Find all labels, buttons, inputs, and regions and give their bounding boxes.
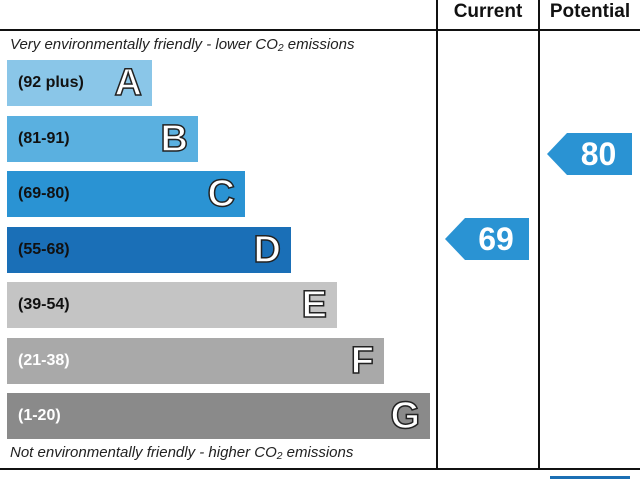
rating-letter: D <box>253 228 282 272</box>
potential-header: Potential <box>549 1 631 22</box>
top-note: Very environmentally friendly - lower CO… <box>10 36 355 53</box>
rating-letter: C <box>207 172 236 216</box>
rating-letter: E <box>301 283 328 327</box>
rating-bar-e: (39-54) E <box>7 282 337 328</box>
potential-rating-value: 80 <box>580 136 617 172</box>
rating-bar-b: (81-91) B <box>7 116 198 162</box>
rating-bar-g: (1-20) G <box>7 393 430 439</box>
potential-column-divider <box>538 0 540 470</box>
rating-bar-d: (55-68) D <box>7 227 291 273</box>
rating-letter: F <box>350 339 375 383</box>
potential-rating: 80 <box>547 133 632 175</box>
header-divider <box>0 29 640 31</box>
rating-bar-c: (69-80) C <box>7 171 245 217</box>
potential-rating-arrow <box>547 133 632 175</box>
bottom-divider <box>0 468 640 470</box>
current-header: Current <box>453 1 523 22</box>
rating-range: (39-54) <box>18 296 70 313</box>
rating-letter: B <box>160 117 189 161</box>
rating-bar-a: (92 plus) A <box>7 60 152 106</box>
potential-rating-shape <box>547 133 632 175</box>
rating-range: (69-80) <box>18 185 70 202</box>
rating-letter: G <box>390 394 421 438</box>
rating-letter: A <box>114 61 143 105</box>
rating-bar-f: (21-38) F <box>7 338 384 384</box>
current-rating-arrow <box>445 218 529 260</box>
rating-range: (55-68) <box>18 241 70 258</box>
next-section-stub <box>550 476 630 479</box>
rating-range: (21-38) <box>18 352 70 369</box>
current-rating-value: 69 <box>478 221 514 257</box>
current-rating: 69 <box>445 218 529 260</box>
rating-range: (81-91) <box>18 130 70 147</box>
current-rating-shape <box>445 218 529 260</box>
rating-range: (92 plus) <box>18 74 84 91</box>
rating-range: (1-20) <box>18 407 61 424</box>
bottom-note: Not environmentally friendly - higher CO… <box>10 444 354 461</box>
current-column-divider <box>436 0 438 470</box>
